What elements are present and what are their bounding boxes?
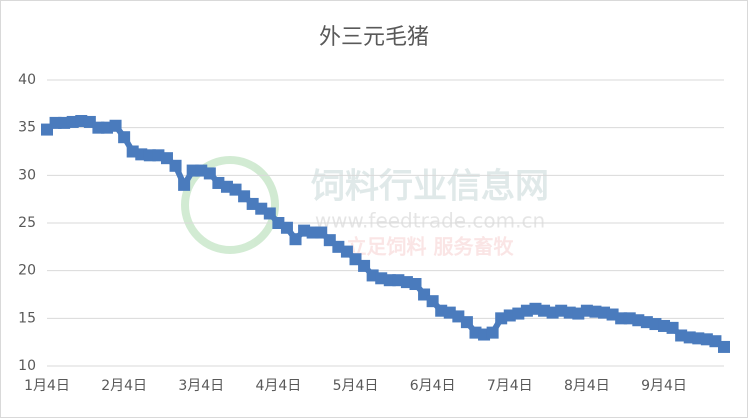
- watermark: 饲料行业信息网 www.feedtrade.com.cn 立足饲料 服务畜牧: [181, 156, 549, 259]
- x-tick-label: 9月4日: [641, 378, 687, 394]
- x-tick-label: 7月4日: [487, 378, 533, 394]
- y-tick-label: 40: [18, 72, 36, 88]
- y-tick-label: 15: [18, 310, 36, 326]
- point-marker: [178, 178, 191, 191]
- point-marker: [718, 340, 730, 353]
- watermark-url: www.feedtrade.com.cn: [315, 209, 545, 233]
- x-tick-label: 5月4日: [333, 378, 379, 394]
- x-tick-label: 4月4日: [255, 378, 301, 394]
- x-tick-label: 1月4日: [24, 378, 70, 394]
- point-marker: [486, 326, 499, 339]
- point-marker: [426, 295, 439, 308]
- point-marker: [118, 131, 131, 144]
- point-marker: [169, 159, 182, 172]
- x-tick-label: 3月4日: [178, 378, 224, 394]
- x-tick-label: 2月4日: [101, 378, 147, 394]
- y-tick-label: 25: [18, 215, 36, 231]
- point-marker: [358, 259, 371, 272]
- point-marker: [280, 221, 293, 234]
- watermark-title: 饲料行业信息网: [311, 167, 549, 207]
- point-marker: [203, 167, 216, 180]
- point-marker: [263, 207, 276, 220]
- point-marker: [109, 119, 122, 132]
- point-marker: [460, 316, 473, 329]
- point-marker: [58, 116, 71, 129]
- x-tick-label: 6月4日: [410, 378, 456, 394]
- point-marker: [49, 116, 62, 129]
- watermark-slogan: 立足饲料 服务畜牧: [347, 235, 515, 259]
- point-marker: [92, 121, 105, 134]
- x-tick-label: 8月4日: [564, 378, 610, 394]
- watermark-logo: [181, 156, 279, 254]
- y-tick-label: 35: [18, 120, 36, 136]
- chart-title: 外三元毛猪: [319, 25, 429, 50]
- point-marker: [409, 278, 422, 291]
- y-tick-label: 20: [18, 263, 36, 279]
- point-marker: [126, 145, 139, 158]
- y-tick-label: 30: [18, 167, 36, 183]
- y-tick-label: 10: [18, 358, 36, 374]
- point-marker: [100, 121, 113, 134]
